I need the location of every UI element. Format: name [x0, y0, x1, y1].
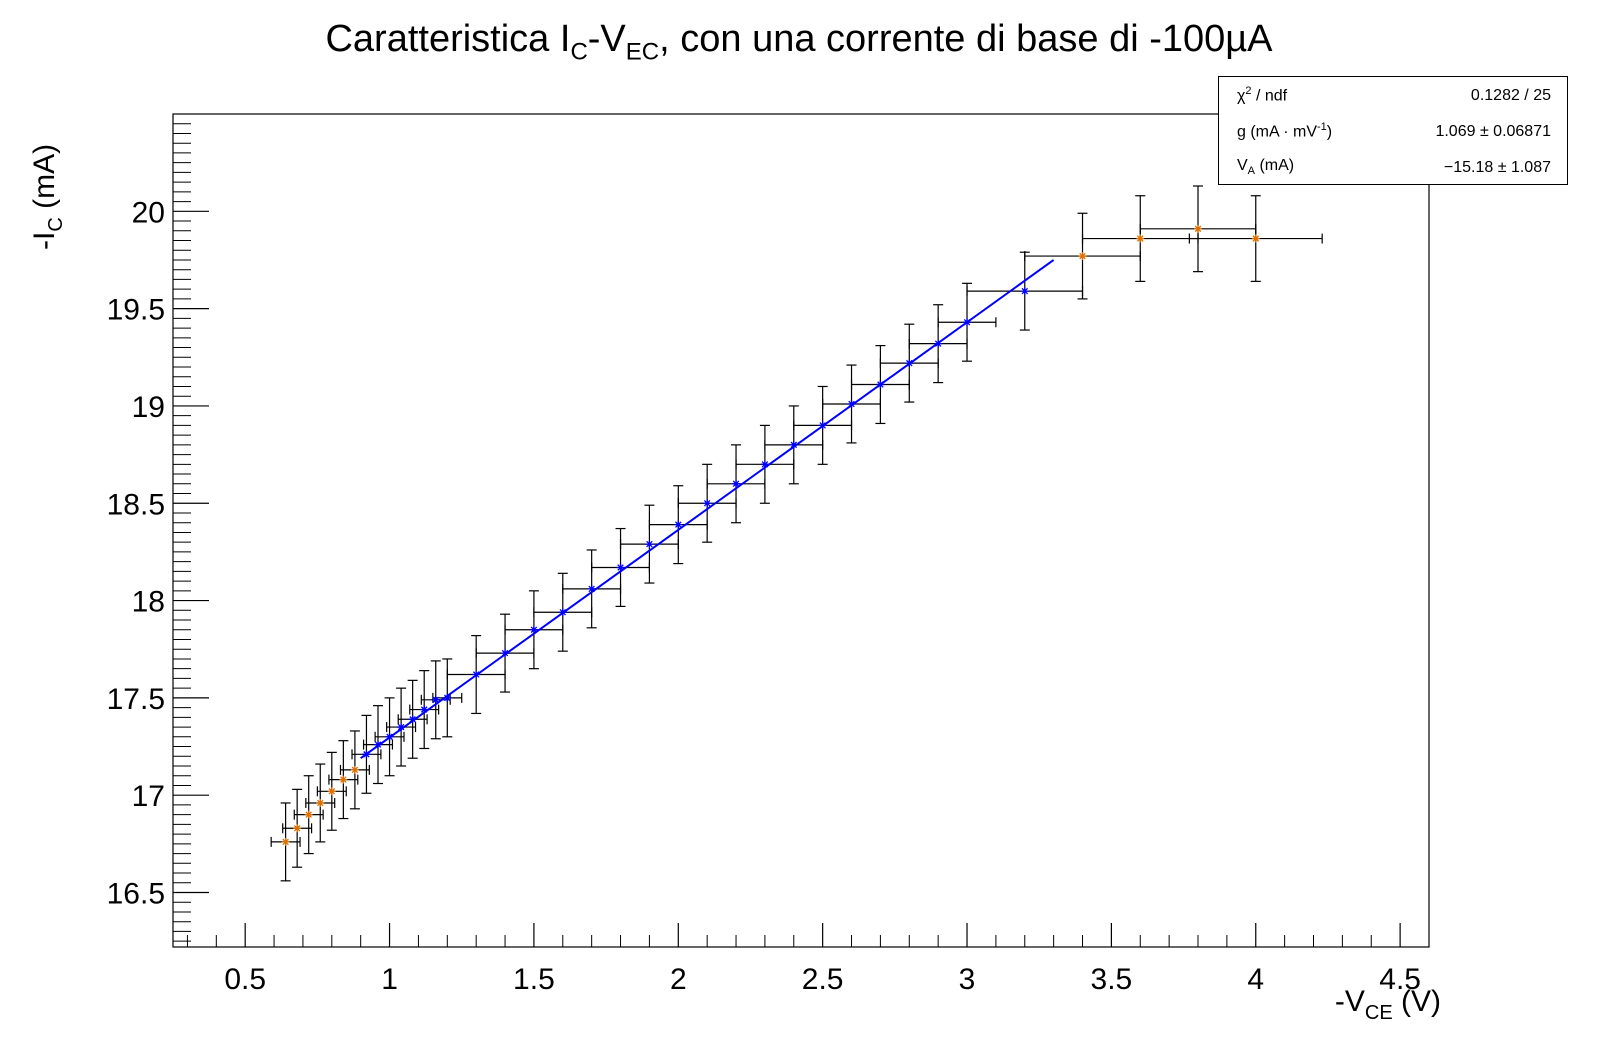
fitted-data-point [558, 608, 567, 617]
y-axis-label: -IC (mA) [28, 143, 67, 250]
y-tick-label: 17.5 [107, 683, 165, 716]
fitted-data-point [501, 649, 510, 658]
y-tick-label: 18 [132, 586, 165, 619]
fitted-data-point [443, 693, 452, 702]
fitted-data-point [934, 339, 943, 348]
stats-value-va: −15.18 ± 1.087 [1443, 159, 1551, 176]
x-tick-label: 1.5 [513, 963, 555, 996]
fitted-data-point [674, 520, 683, 529]
excluded-data-point [304, 810, 313, 819]
fitted-data-point [645, 540, 654, 549]
excluded-data-point [327, 787, 336, 796]
fitted-data-point [789, 440, 798, 449]
fitted-data-point [362, 750, 371, 759]
x-tick-label: 0.5 [224, 963, 266, 996]
fitted-data-point [847, 399, 856, 408]
stats-label-chi2: χ2 / ndf [1237, 85, 1288, 105]
x-tick-label: 3 [959, 963, 976, 996]
axes: 0.5 1 1.5 2 2.5 3 3.5 4 4.5 16.5 17 17.5 18 18.5 19 19.… [107, 123, 1430, 996]
excluded-data-point [293, 824, 302, 833]
y-tick-label: 19 [132, 391, 165, 424]
fitted-data-point [385, 732, 394, 741]
stats-label-g: g (mA · mV-1) [1237, 121, 1333, 141]
fitted-data-point [905, 359, 914, 368]
stats-row-g: g (mA · mV-1) 1.069 ± 0.06871 [1219, 113, 1567, 147]
fitted-data-point [374, 740, 383, 749]
excluded-data-point [281, 837, 290, 846]
fitted-data-point [431, 695, 440, 704]
stats-value-g: 1.069 ± 0.06871 [1435, 123, 1551, 140]
x-tick-label: 3.5 [1091, 963, 1133, 996]
error-bars [270, 185, 1323, 882]
fitted-data-point [420, 705, 429, 714]
plot-frame [172, 113, 1430, 948]
x-tick-label: 2 [670, 963, 687, 996]
fit-line [360, 259, 1055, 760]
data-points [281, 224, 1260, 846]
y-tick-label: 16.5 [107, 878, 165, 911]
fitted-data-point [397, 723, 406, 732]
y-tick-label: 18.5 [107, 488, 165, 521]
chart-title: Caratteristica IC-VEC, con una corrente … [325, 18, 1273, 66]
excluded-data-point [1194, 224, 1203, 233]
x-tick-label: 4 [1247, 963, 1264, 996]
fit-stats-box: χ2 / ndf 0.1282 / 25 g (mA · mV-1) 1.069… [1218, 76, 1568, 185]
stats-row-va: VA (mA) −15.18 ± 1.087 [1219, 149, 1567, 183]
fitted-data-point [529, 625, 538, 634]
fitted-data-point [876, 380, 885, 389]
fitted-data-point [616, 563, 625, 572]
y-tick-label: 17 [132, 780, 165, 813]
excluded-data-point [339, 775, 348, 784]
y-tick-label: 20 [132, 196, 165, 229]
x-tick-label: 2.5 [802, 963, 844, 996]
y-tick-label: 19.5 [107, 294, 165, 327]
x-tick-label: 1 [381, 963, 398, 996]
fitted-data-point [818, 421, 827, 430]
excluded-data-point [1078, 252, 1087, 261]
x-axis-label: -VCE (V) [1334, 985, 1441, 1024]
stats-value-chi2: 0.1282 / 25 [1470, 87, 1551, 104]
fit-line-group [360, 259, 1055, 760]
x-tick-label: 4.5 [1379, 963, 1421, 996]
stats-row-chi2: χ2 / ndf 0.1282 / 25 [1219, 77, 1567, 111]
excluded-data-point [316, 798, 325, 807]
stats-label-va: VA (mA) [1237, 157, 1295, 178]
fitted-data-point [732, 479, 741, 488]
fitted-data-point [472, 670, 481, 679]
fitted-data-point [963, 318, 972, 327]
excluded-data-point [350, 765, 359, 774]
fitted-data-point [1020, 287, 1029, 296]
fitted-data-point [408, 715, 417, 724]
fitted-data-point [760, 460, 769, 469]
excluded-data-point [1251, 234, 1260, 243]
fitted-data-point [703, 499, 712, 508]
fitted-data-point [587, 584, 596, 593]
excluded-data-point [1136, 234, 1145, 243]
